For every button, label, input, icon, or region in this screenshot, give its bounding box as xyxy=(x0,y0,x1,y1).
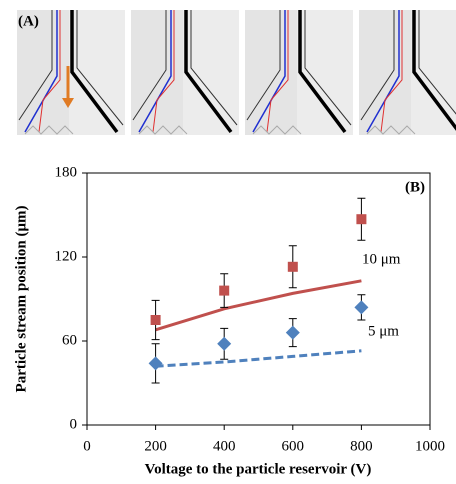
arrow-head xyxy=(62,98,74,108)
panel-label: (A) xyxy=(18,13,39,29)
particle-stream xyxy=(70,10,119,134)
electrode xyxy=(366,125,416,135)
channel-wall xyxy=(190,10,238,126)
blue-stream xyxy=(252,10,286,133)
particle-stream xyxy=(412,10,456,131)
micrograph-left xyxy=(131,10,183,135)
data-point xyxy=(356,214,367,225)
particle-stream xyxy=(184,10,233,134)
plot-frame xyxy=(86,172,431,426)
data-point xyxy=(354,300,369,315)
data-point xyxy=(217,336,232,351)
micrograph-right xyxy=(69,10,125,135)
y-tick-label: 180 xyxy=(55,164,78,180)
blue-stream xyxy=(138,10,172,133)
data-point xyxy=(148,356,163,371)
x-tick-label: 0 xyxy=(83,438,91,454)
electrode xyxy=(24,125,74,135)
data-point xyxy=(285,325,300,340)
data-point xyxy=(150,315,161,325)
x-tick-label: 200 xyxy=(144,438,167,454)
x-tick-label: 800 xyxy=(350,438,373,454)
channel-wall xyxy=(76,10,124,126)
red-stream xyxy=(152,10,175,133)
blue-stream xyxy=(366,10,400,133)
red-stream xyxy=(380,10,403,133)
channel-wall xyxy=(418,10,456,115)
micrograph-right xyxy=(297,10,353,135)
channel-wall xyxy=(246,10,281,121)
x-axis-title: Voltage to the particle reservoir (V) xyxy=(145,461,372,477)
data-point xyxy=(219,285,230,296)
particle-stream xyxy=(298,10,347,134)
channel-wall xyxy=(132,10,167,121)
panel-label: (B) xyxy=(405,179,425,195)
channel-wall xyxy=(304,10,352,126)
y-tick-label: 120 xyxy=(55,248,78,264)
micrograph-right xyxy=(183,10,239,135)
micrograph-left xyxy=(359,10,411,135)
micrograph-left xyxy=(245,10,297,135)
model-line xyxy=(155,279,362,332)
channel-wall xyxy=(360,10,395,121)
electrode xyxy=(138,125,188,135)
red-stream xyxy=(38,10,61,133)
series-annotation: 5 μm xyxy=(368,323,399,339)
x-tick-label: 400 xyxy=(213,438,236,454)
blue-stream xyxy=(24,10,58,133)
red-stream xyxy=(266,10,289,133)
channel-wall xyxy=(18,10,53,121)
electrode xyxy=(252,125,302,135)
x-tick-label: 1000 xyxy=(415,438,445,454)
y-tick-label: 60 xyxy=(62,332,77,348)
model-line xyxy=(155,349,362,368)
micrograph-panel xyxy=(17,10,456,135)
y-tick-label: 0 xyxy=(70,416,78,432)
series-annotation: 10 μm xyxy=(362,251,401,267)
y-axis-title: Particle stream position (μm) xyxy=(13,206,29,393)
x-tick-label: 600 xyxy=(282,438,305,454)
data-point xyxy=(287,261,298,272)
